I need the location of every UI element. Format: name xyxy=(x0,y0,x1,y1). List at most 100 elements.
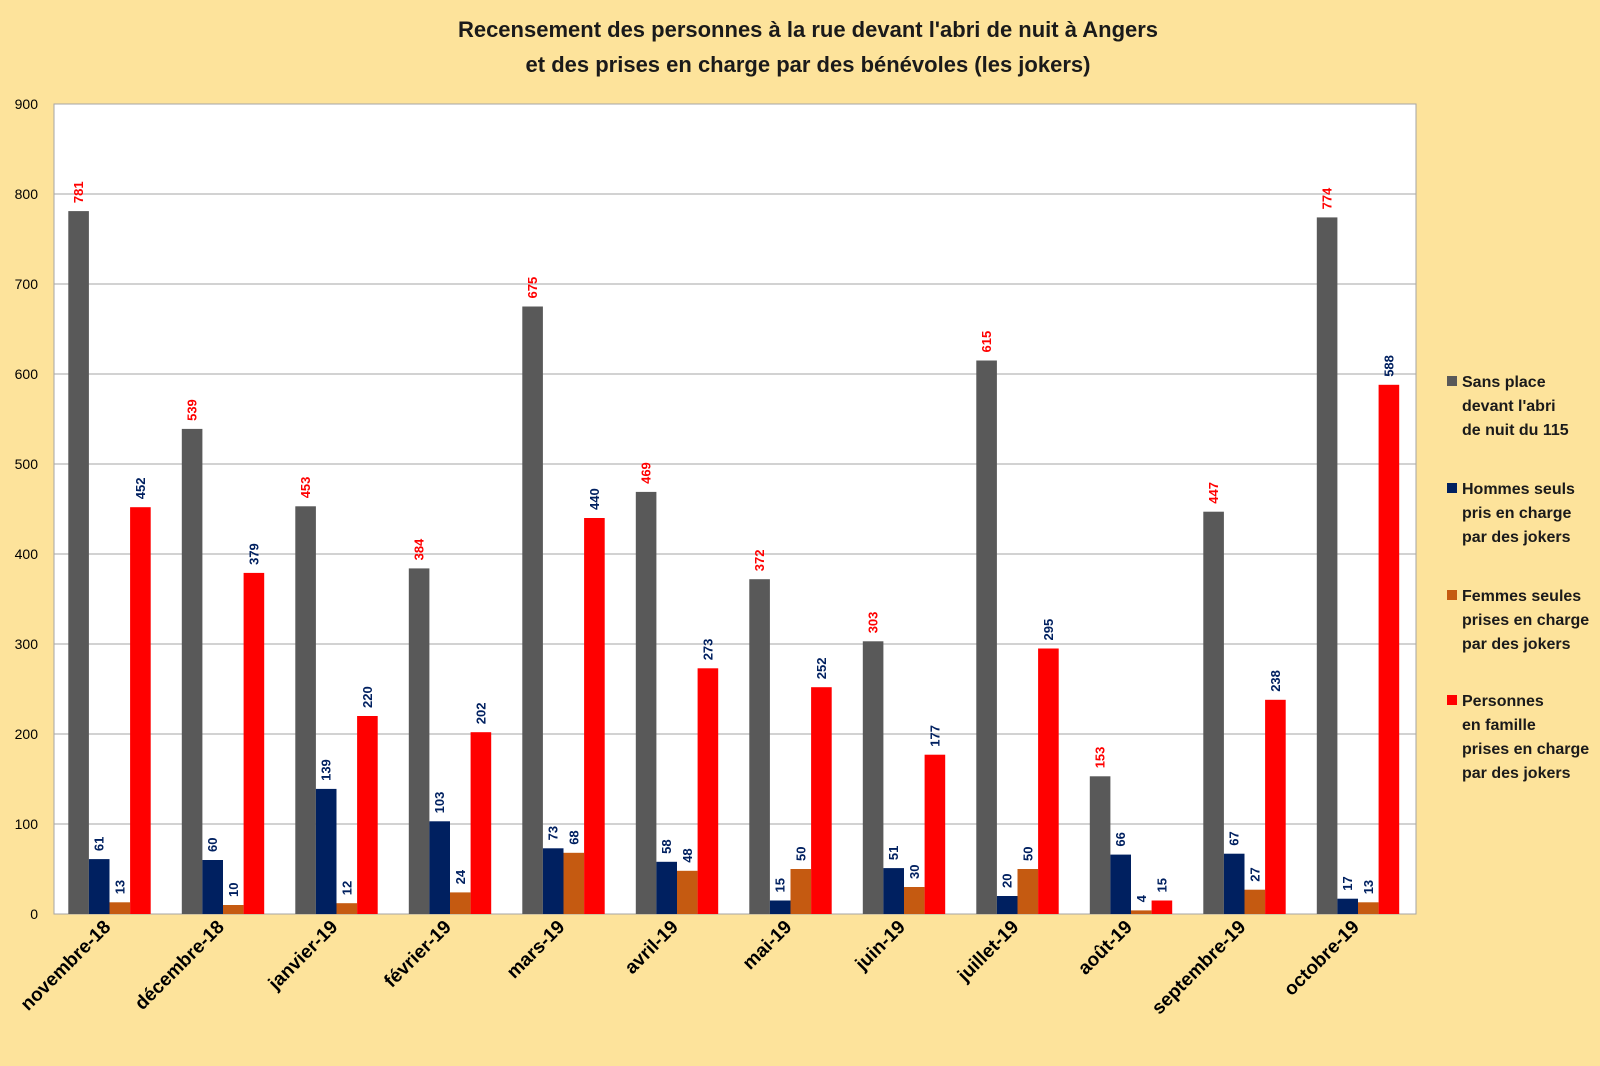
x-tick-label: septembre-19 xyxy=(1148,917,1250,1019)
data-label: 73 xyxy=(546,826,561,840)
legend-label: prises en charge xyxy=(1462,741,1589,758)
bar xyxy=(749,579,770,914)
bar xyxy=(1378,384,1400,914)
bar xyxy=(1265,699,1286,914)
bar xyxy=(243,572,265,914)
bar xyxy=(862,641,884,914)
bar xyxy=(584,518,605,914)
data-label: 58 xyxy=(659,839,674,853)
bar xyxy=(223,905,244,914)
data-label: 50 xyxy=(793,847,808,861)
x-tick-label: janvier-19 xyxy=(264,917,342,995)
bar xyxy=(976,360,997,914)
data-label: 781 xyxy=(71,181,86,203)
data-label: 295 xyxy=(1041,619,1056,641)
legend-swatch xyxy=(1447,376,1457,386)
legend-swatch xyxy=(1447,590,1457,600)
x-tick-label: août-19 xyxy=(1074,917,1137,980)
data-label: 379 xyxy=(246,543,261,565)
chart-title-line: et des prises en charge par des bénévole… xyxy=(526,52,1091,77)
data-label: 15 xyxy=(1154,878,1169,892)
data-label: 303 xyxy=(866,612,881,634)
x-tick-label: novembre-18 xyxy=(17,917,115,1015)
data-label: 202 xyxy=(473,702,488,724)
data-label: 440 xyxy=(587,488,602,510)
data-label: 539 xyxy=(185,399,200,421)
bar xyxy=(635,491,657,914)
legend-label: Personnes xyxy=(1462,693,1544,710)
legend-label: par des jokers xyxy=(1462,529,1571,546)
data-label: 17 xyxy=(1340,876,1355,890)
data-label: 68 xyxy=(566,830,581,844)
data-label: 20 xyxy=(1000,874,1015,888)
bar xyxy=(1131,910,1152,914)
data-label: 10 xyxy=(226,883,241,897)
bar xyxy=(1110,854,1131,914)
bar xyxy=(109,902,131,914)
data-label: 384 xyxy=(412,538,427,560)
data-label: 238 xyxy=(1268,670,1283,692)
bar xyxy=(1203,511,1224,914)
x-tick-label: décembre-18 xyxy=(131,917,229,1015)
data-label: 177 xyxy=(927,725,942,747)
data-labels: 781 539 453 384 675 469 372 303 615 153 447 774 61 60… xyxy=(71,181,1396,902)
data-label: 220 xyxy=(360,686,375,708)
bar xyxy=(88,859,110,914)
bar xyxy=(677,870,698,914)
bar xyxy=(336,903,358,914)
bar xyxy=(1337,898,1358,914)
data-label: 12 xyxy=(339,881,354,895)
legend-label: prises en charge xyxy=(1462,612,1589,629)
gridlines xyxy=(54,103,1416,915)
bars xyxy=(68,211,1400,915)
bar xyxy=(563,852,585,914)
data-label: 453 xyxy=(298,477,313,499)
x-tick-label: mai-19 xyxy=(739,917,796,974)
bar xyxy=(450,892,471,914)
x-tick-label: juillet-19 xyxy=(953,917,1023,987)
y-tick-label: 500 xyxy=(15,456,39,472)
bar xyxy=(1151,900,1173,914)
data-label: 588 xyxy=(1381,355,1396,377)
legend-label: Hommes seuls xyxy=(1462,481,1575,498)
chart-title: Recensement des personnes à la rue devan… xyxy=(458,17,1158,77)
data-label: 67 xyxy=(1227,831,1242,845)
y-tick-label: 700 xyxy=(15,276,39,292)
data-label: 48 xyxy=(680,848,695,862)
bar xyxy=(181,428,203,914)
data-label: 50 xyxy=(1020,847,1035,861)
x-tick-label: février-19 xyxy=(380,917,455,992)
legend-label: Sans place xyxy=(1462,374,1546,391)
bar xyxy=(1017,869,1039,914)
data-label: 675 xyxy=(525,277,540,299)
y-tick-label: 400 xyxy=(15,546,39,562)
y-axis-ticks: 0 100 200 300 400 500 600 700 800 900 xyxy=(15,96,39,922)
x-tick-label: juin-19 xyxy=(851,917,910,976)
data-label: 139 xyxy=(319,759,334,781)
bar xyxy=(315,788,337,914)
bar xyxy=(1038,648,1059,914)
bar xyxy=(470,732,492,914)
bar xyxy=(1223,853,1245,914)
y-tick-label: 600 xyxy=(15,366,39,382)
bar xyxy=(697,668,719,914)
bar xyxy=(429,821,450,914)
bar xyxy=(68,211,89,915)
x-tick-label: octobre-19 xyxy=(1280,917,1364,1001)
data-label: 13 xyxy=(1361,880,1376,894)
y-tick-label: 200 xyxy=(15,726,39,742)
bar xyxy=(130,507,151,914)
data-label: 4 xyxy=(1134,894,1149,902)
data-label: 252 xyxy=(814,657,829,679)
x-tick-label: avril-19 xyxy=(621,917,683,979)
data-label: 452 xyxy=(133,477,148,499)
bar xyxy=(769,900,791,914)
bar xyxy=(1244,889,1266,914)
y-tick-label: 100 xyxy=(15,816,39,832)
bar xyxy=(883,868,904,914)
bar xyxy=(1316,217,1338,914)
bar xyxy=(357,716,378,914)
data-label: 372 xyxy=(752,549,767,571)
data-label: 51 xyxy=(886,846,901,860)
y-tick-label: 300 xyxy=(15,636,39,652)
